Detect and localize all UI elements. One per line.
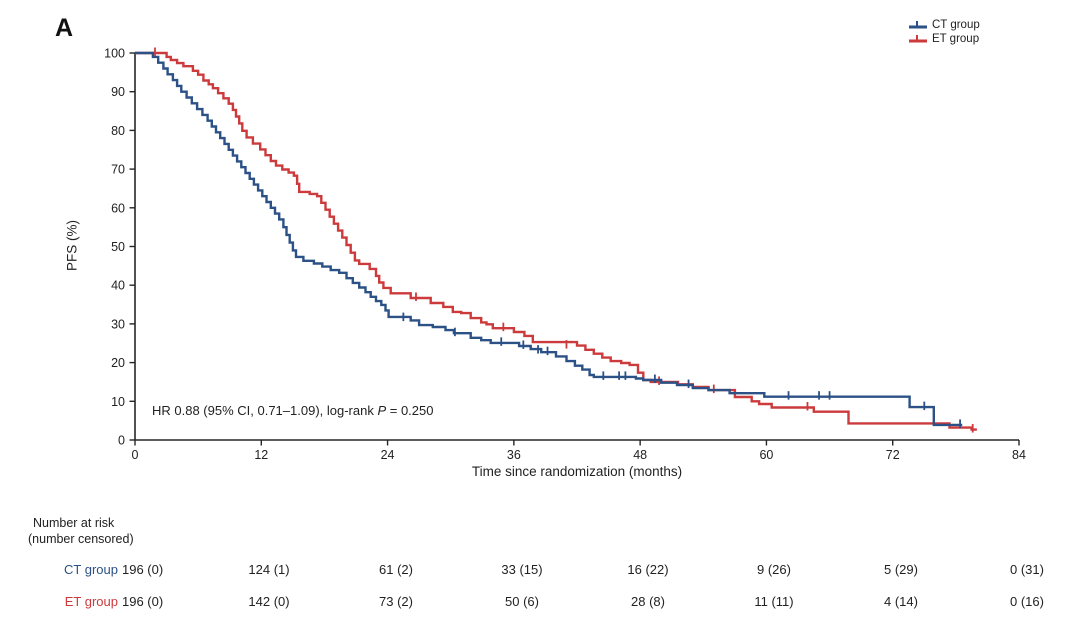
risk-table-header: Number at risk (number censored) [28, 515, 134, 547]
risk-value: 73 (2) [379, 594, 413, 609]
risk-value: 196 (0) [122, 562, 164, 577]
risk-value: 142 (0) [248, 594, 290, 609]
risk-value: 28 (8) [631, 594, 665, 609]
risk-row-ct: CT group 196 (0) 124 (1) 61 (2) 33 (15) 16 (2… [0, 562, 1076, 578]
x-tick-label: 48 [633, 448, 647, 462]
hr-annotation: HR 0.88 (95% CI, 0.71–1.09), log-rank P … [152, 403, 433, 418]
y-tick-label: 80 [111, 124, 125, 138]
legend-label-et: ET group [932, 33, 980, 45]
risk-value: 5 (29) [884, 562, 918, 577]
y-tick-label: 40 [111, 279, 125, 293]
y-tick-label: 90 [111, 85, 125, 99]
hr-annotation-text: HR 0.88 (95% CI, 0.71–1.09), log-rank [152, 403, 378, 418]
risk-value: 196 (0) [122, 594, 164, 609]
risk-row-label: ET group [64, 594, 118, 609]
ct-censor-marker-icon [909, 21, 927, 29]
y-tick-label: 60 [111, 201, 125, 215]
km-chart-canvas: 0 10 20 30 40 50 60 70 80 90 100 0 12 24 36 48 60 72 84 [104, 47, 1026, 463]
x-tick-label: 0 [132, 448, 139, 462]
x-tick-label: 72 [886, 448, 900, 462]
panel-label: A [55, 14, 74, 42]
risk-value: 61 (2) [379, 562, 413, 577]
hr-annotation-value: = 0.250 [386, 403, 434, 418]
risk-value: 16 (22) [627, 562, 669, 577]
risk-row-label: CT group [64, 562, 118, 577]
legend-label-ct: CT group [932, 19, 980, 31]
legend: CT group ET group [908, 18, 980, 46]
y-tick-label: 30 [111, 317, 125, 331]
risk-value: 124 (1) [248, 562, 290, 577]
risk-value: 9 (26) [757, 562, 791, 577]
x-tick-label: 24 [381, 448, 395, 462]
x-tick-label: 60 [759, 448, 773, 462]
risk-header-line2: (number censored) [28, 532, 134, 546]
legend-item-et: ET group [908, 32, 980, 46]
y-tick-label: 0 [118, 434, 125, 448]
km-curve-ct [135, 51, 963, 427]
risk-value: 33 (15) [501, 562, 543, 577]
x-tick-label: 36 [507, 448, 521, 462]
legend-item-ct: CT group [908, 18, 980, 32]
y-axis-title: PFS (%) [64, 220, 80, 272]
x-tick-label: 12 [254, 448, 268, 462]
risk-value: 50 (6) [505, 594, 539, 609]
y-tick-label: 100 [104, 47, 125, 61]
y-tick-label: 70 [111, 163, 125, 177]
risk-value: 4 (14) [884, 594, 918, 609]
y-tick-label: 20 [111, 356, 125, 370]
risk-header-line1: Number at risk [33, 516, 115, 530]
risk-value: 0 (31) [1010, 562, 1044, 577]
risk-row-et: ET group 196 (0) 142 (0) 73 (2) 50 (6) 28 (8)… [0, 594, 1076, 610]
risk-value: 0 (16) [1010, 594, 1044, 609]
y-tick-label: 10 [111, 395, 125, 409]
hr-annotation-p-italic: P [377, 403, 387, 418]
et-censor-marker-icon [909, 35, 927, 43]
y-tick-label: 50 [111, 240, 125, 254]
km-curve-et [135, 51, 977, 431]
x-axis-title: Time since randomization (months) [471, 464, 683, 479]
x-tick-label: 84 [1012, 448, 1026, 462]
risk-value: 11 (11) [754, 594, 794, 609]
